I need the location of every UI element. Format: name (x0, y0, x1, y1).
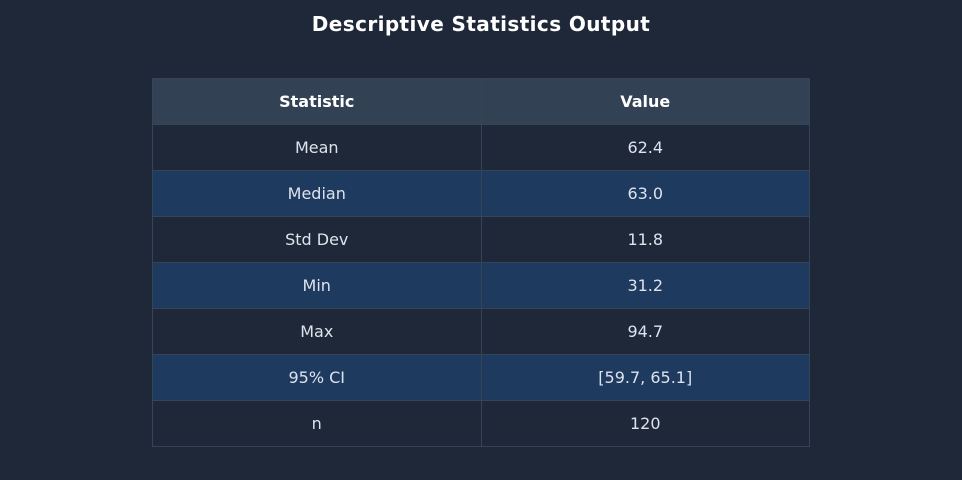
table-row: Min 31.2 (152, 262, 810, 309)
column-header-statistic: Statistic (152, 78, 482, 125)
page-title: Descriptive Statistics Output (311, 12, 651, 36)
statistic-cell: Min (152, 262, 482, 309)
table-header: Statistic Value (152, 78, 810, 125)
statistic-cell: n (152, 400, 482, 447)
value-cell: 62.4 (480, 124, 810, 171)
table-row: 95% CI [59.7, 65.1] (152, 354, 810, 401)
table-row: Mean 62.4 (152, 124, 810, 171)
value-cell: 63.0 (480, 170, 810, 217)
column-header-value: Value (480, 78, 810, 125)
statistic-cell: Std Dev (152, 216, 482, 263)
value-cell: 94.7 (480, 308, 810, 355)
value-cell: [59.7, 65.1] (480, 354, 810, 401)
table-row: Max 94.7 (152, 308, 810, 355)
value-cell: 11.8 (480, 216, 810, 263)
statistic-cell: Mean (152, 124, 482, 171)
table-row: Std Dev 11.8 (152, 216, 810, 263)
table-header-row: Statistic Value (152, 78, 810, 125)
statistic-cell: 95% CI (152, 354, 482, 401)
value-cell: 31.2 (480, 262, 810, 309)
table-row: n 120 (152, 400, 810, 447)
table-row: Median 63.0 (152, 170, 810, 217)
statistic-cell: Median (152, 170, 482, 217)
table-body: Mean 62.4 Median 63.0 Std Dev 11.8 Min 3… (152, 124, 810, 447)
statistic-cell: Max (152, 308, 482, 355)
descriptive-statistics-table: Statistic Value Mean 62.4 Median 63.0 St… (152, 78, 810, 447)
value-cell: 120 (480, 400, 810, 447)
